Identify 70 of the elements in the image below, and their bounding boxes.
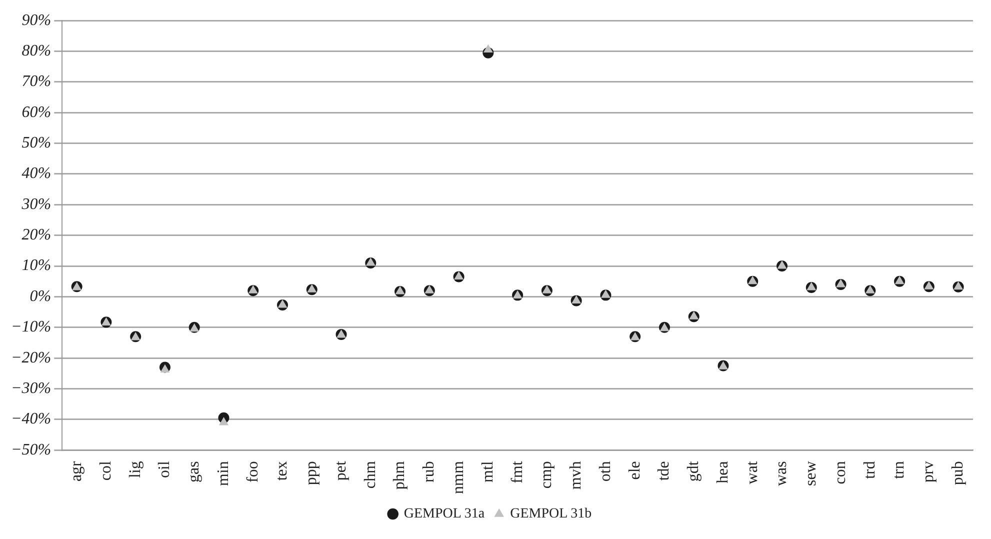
point — [307, 284, 317, 292]
point — [248, 285, 258, 294]
point — [954, 281, 964, 290]
point — [424, 285, 434, 294]
x-tick-label: oil — [156, 460, 174, 478]
y-tick-label: −50% — [11, 441, 52, 458]
x-tick-label: tde — [656, 461, 673, 481]
x-tick-label: mvh — [568, 461, 585, 490]
x-tick-label: foo — [244, 461, 262, 482]
x-tick-label: was — [773, 461, 790, 486]
x-tick-label: pub — [950, 461, 967, 486]
point — [777, 260, 787, 269]
x-tick-label: hea — [714, 461, 732, 484]
y-tick-label: 40% — [22, 165, 52, 182]
point — [572, 295, 582, 304]
x-tick-label: sew — [802, 460, 820, 486]
x-tick-label: con — [832, 461, 849, 484]
point — [278, 299, 288, 308]
point — [395, 286, 405, 294]
x-tick-label: oth — [596, 461, 614, 482]
y-tick-label: 90% — [22, 12, 52, 29]
point — [542, 285, 552, 294]
y-tick-label: 80% — [22, 42, 52, 60]
x-tick-label: cmp — [538, 461, 556, 489]
y-tick-label: 10% — [22, 257, 52, 274]
x-tick-label: ppp — [303, 461, 320, 486]
point — [806, 282, 816, 290]
x-tick-label: gdt — [685, 460, 702, 482]
x-tick-label: chm — [362, 460, 379, 489]
point — [454, 271, 464, 280]
y-tick-label: 70% — [22, 73, 52, 90]
x-tick-label: trn — [890, 461, 908, 479]
y-tick-label: −30% — [11, 380, 52, 397]
point — [600, 290, 610, 298]
point — [160, 364, 170, 372]
x-tick-label: tex — [274, 461, 291, 481]
x-tick-label: fmt — [508, 460, 526, 484]
x-tick-label: nmm — [450, 460, 467, 494]
x-tick-label: prv — [920, 461, 938, 482]
y-tick-label: 30% — [20, 196, 52, 213]
x-tick-label: min — [214, 461, 232, 486]
point — [894, 276, 904, 284]
point — [748, 276, 758, 284]
point — [924, 281, 934, 290]
x-tick-label: ele — [626, 461, 644, 480]
y-tick-label: 50% — [22, 134, 52, 152]
y-tick-label: 20% — [22, 226, 52, 244]
x-tick-label: trd — [861, 461, 878, 479]
point — [865, 285, 875, 294]
point — [366, 257, 376, 266]
x-tick-label: gas — [186, 461, 203, 482]
x-tick-label: col — [97, 460, 114, 481]
x-tick-label: phm — [391, 460, 408, 490]
point — [836, 278, 846, 288]
x-tick-label: agr — [68, 460, 86, 482]
x-tick-label: rub — [420, 461, 438, 482]
y-tick-label: 60% — [22, 104, 52, 121]
y-tick-label: −20% — [11, 349, 52, 366]
x-tick-label: pet — [332, 460, 350, 481]
y-tick-label: −10% — [11, 318, 52, 336]
point — [218, 417, 228, 426]
y-tick-label: −40% — [11, 410, 52, 428]
x-tick-label: mtl — [479, 460, 496, 482]
x-tick-label: lig — [126, 461, 144, 478]
legend-label: GEMPOL 31a — [404, 506, 486, 522]
point — [689, 311, 699, 320]
y-tick-label: 0% — [30, 288, 52, 305]
legend-label: GEMPOL 31b — [510, 506, 592, 522]
point — [483, 44, 493, 52]
x-tick-label: wat — [744, 460, 761, 484]
